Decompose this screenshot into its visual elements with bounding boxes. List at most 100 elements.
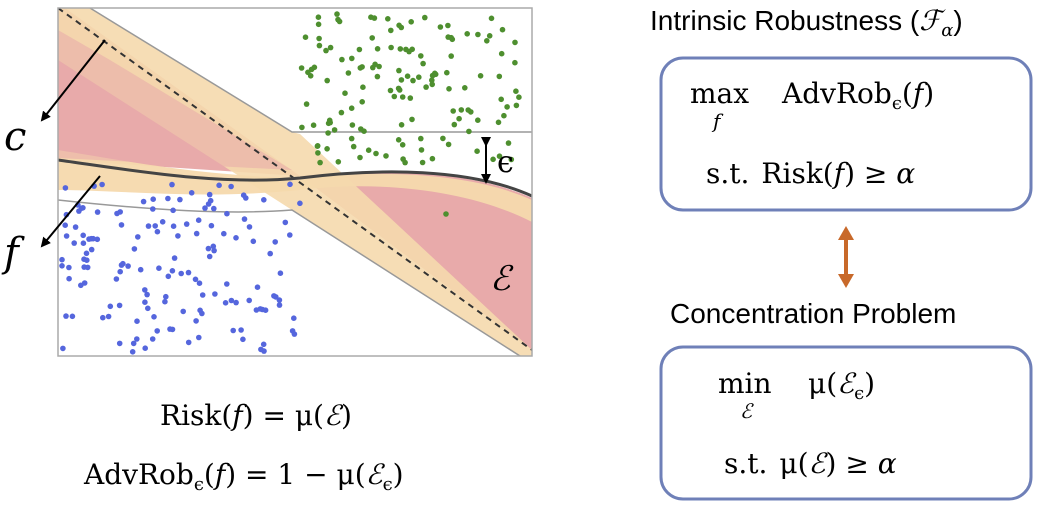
blue-point bbox=[78, 282, 84, 289]
band-outline-1 bbox=[89, 8, 532, 133]
blue-point bbox=[169, 181, 175, 188]
blue-point bbox=[260, 341, 267, 348]
blue-point bbox=[276, 302, 283, 308]
green-point bbox=[345, 70, 352, 76]
blue-point bbox=[188, 190, 195, 196]
blue-point bbox=[261, 197, 267, 203]
green-point bbox=[387, 87, 394, 94]
blue-point bbox=[117, 209, 123, 215]
blue-point bbox=[246, 297, 252, 304]
green-point bbox=[315, 150, 321, 156]
green-point bbox=[458, 107, 465, 113]
green-point bbox=[409, 116, 415, 123]
green-point bbox=[391, 93, 398, 100]
green-point bbox=[451, 121, 458, 128]
blue-point bbox=[151, 314, 157, 320]
blue-point bbox=[81, 264, 87, 270]
box2-min: min bbox=[718, 367, 772, 400]
blue-point bbox=[69, 313, 76, 320]
green-point bbox=[445, 22, 451, 29]
green-point bbox=[339, 56, 345, 63]
green-point bbox=[335, 16, 341, 23]
green-point bbox=[446, 86, 452, 92]
blue-point bbox=[159, 219, 166, 225]
green-point bbox=[423, 84, 429, 90]
box1-constraint: s.t. Risk(f) ≥ α bbox=[706, 157, 915, 190]
green-point bbox=[418, 135, 424, 142]
green-point bbox=[445, 141, 452, 148]
blue-point bbox=[197, 307, 203, 314]
green-point bbox=[512, 59, 518, 66]
green-point bbox=[505, 140, 512, 146]
blue-point bbox=[116, 340, 123, 347]
blue-point bbox=[276, 297, 283, 303]
blue-point bbox=[150, 206, 156, 212]
blue-point bbox=[192, 276, 199, 283]
blue-point bbox=[107, 303, 114, 310]
blue-point bbox=[156, 265, 162, 272]
blue-point bbox=[66, 275, 72, 282]
blue-point bbox=[287, 181, 293, 188]
blue-point bbox=[202, 205, 208, 211]
blue-point bbox=[287, 232, 293, 238]
blue-point bbox=[224, 210, 230, 217]
intrinsic-robustness-title: Intrinsic Robustness (ℱα) bbox=[650, 4, 963, 41]
arrow-f bbox=[40, 175, 101, 248]
green-point bbox=[498, 96, 505, 103]
green-point bbox=[407, 95, 414, 101]
blue-point bbox=[233, 235, 239, 241]
green-point bbox=[303, 101, 310, 107]
green-point bbox=[388, 27, 394, 34]
green-point bbox=[398, 77, 405, 83]
green-point bbox=[422, 14, 428, 21]
label-epsilon: ϵ bbox=[497, 145, 514, 180]
blue-point bbox=[149, 336, 156, 342]
blue-point bbox=[83, 250, 90, 257]
green-point bbox=[373, 150, 379, 157]
blue-point bbox=[169, 326, 176, 333]
blue-point bbox=[228, 183, 234, 190]
blue-point bbox=[169, 268, 176, 274]
blue-point bbox=[81, 256, 87, 263]
blue-point bbox=[205, 245, 212, 252]
blue-point bbox=[117, 268, 123, 275]
blue-point bbox=[72, 224, 79, 230]
concentration-problem-title: Concentration Problem bbox=[670, 298, 956, 329]
blue-point bbox=[175, 233, 181, 239]
green-point bbox=[331, 127, 338, 133]
blue-point bbox=[185, 269, 192, 276]
green-point bbox=[365, 147, 372, 153]
green-point bbox=[356, 46, 363, 53]
blue-point bbox=[125, 263, 131, 269]
green-point bbox=[445, 34, 452, 40]
blue-point bbox=[267, 250, 274, 257]
green-point bbox=[316, 35, 322, 42]
blue-point bbox=[99, 181, 105, 188]
blue-point bbox=[272, 239, 279, 245]
green-point bbox=[443, 211, 449, 217]
blue-point bbox=[205, 201, 212, 207]
green-point bbox=[348, 135, 355, 142]
green-point bbox=[508, 156, 515, 163]
blue-point bbox=[246, 224, 253, 230]
green-point bbox=[444, 69, 450, 76]
green-point bbox=[449, 36, 456, 43]
green-point bbox=[374, 73, 381, 80]
blue-point bbox=[76, 208, 82, 214]
blue-point bbox=[66, 264, 72, 271]
blue-point bbox=[150, 196, 156, 202]
green-point bbox=[399, 142, 406, 148]
blue-point bbox=[130, 340, 137, 347]
green-point bbox=[488, 15, 495, 22]
blue-point bbox=[118, 262, 125, 268]
green-point bbox=[398, 122, 405, 128]
green-point bbox=[396, 22, 402, 29]
blue-point bbox=[185, 339, 192, 346]
blue-point bbox=[140, 198, 147, 205]
blue-point bbox=[131, 246, 138, 252]
green-point bbox=[465, 107, 472, 113]
green-point bbox=[302, 34, 309, 40]
blue-point bbox=[135, 234, 141, 240]
blue-point bbox=[282, 219, 289, 226]
